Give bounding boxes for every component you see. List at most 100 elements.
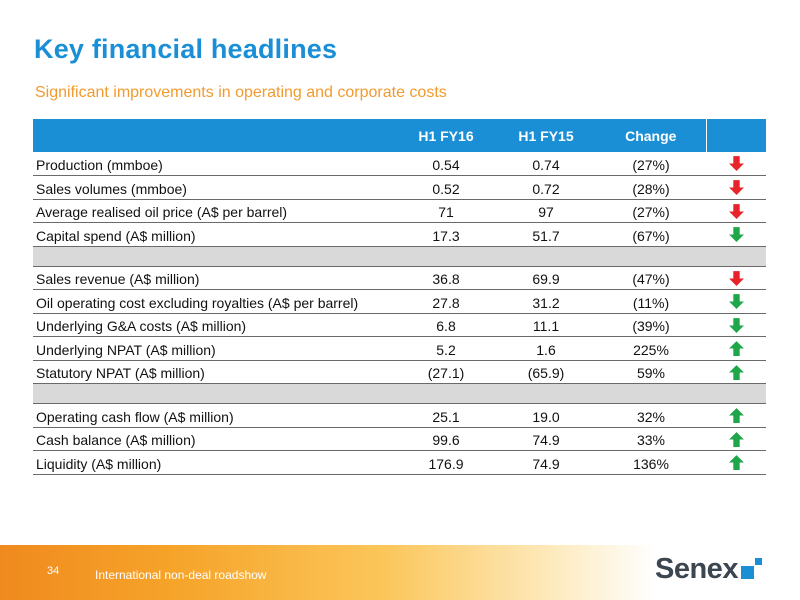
- table-row: Cash balance (A$ million) 99.6 74.9 33%: [33, 427, 766, 451]
- red-arrow-down-icon: [728, 203, 744, 219]
- page-number: 34: [47, 565, 60, 577]
- cell-h1fy15: 0.74: [496, 152, 596, 176]
- cell-h1fy16: 176.9: [396, 450, 496, 475]
- red-arrow-down-icon: [728, 270, 744, 286]
- cell-change: (28%): [596, 175, 706, 200]
- header-cell-h1fy15: H1 FY15: [518, 127, 574, 144]
- table-row: Statutory NPAT (A$ million) (27.1) (65.9) 5…: [33, 360, 766, 384]
- cell-change: 32%: [596, 403, 706, 428]
- header-cell-trend: [705, 119, 766, 152]
- cell-trend: [706, 152, 766, 176]
- cell-h1fy15: (65.9): [496, 360, 596, 384]
- green-arrow-down-icon: [728, 294, 744, 310]
- table-header-row: H1 FY16 H1 FY15 Change: [33, 119, 766, 152]
- cell-change: (11%): [596, 289, 706, 314]
- cell-h1fy16: 6.8: [396, 313, 496, 337]
- separator-row: [33, 383, 766, 404]
- table-row: Underlying G&A costs (A$ million) 6.8 11.1…: [33, 313, 766, 337]
- cell-h1fy15: 1.6: [496, 336, 596, 361]
- cell-change: 59%: [596, 360, 706, 384]
- green-arrow-down-icon: [728, 317, 744, 333]
- cell-change: (47%): [596, 266, 706, 290]
- cell-trend: [706, 360, 766, 384]
- green-arrow-up-icon: [728, 364, 744, 380]
- red-arrow-down-icon: [728, 156, 744, 172]
- logo-mark-icon: [741, 558, 762, 579]
- cell-h1fy16: 0.52: [396, 175, 496, 200]
- cell-trend: [706, 336, 766, 361]
- cell-trend: [706, 427, 766, 451]
- cell-h1fy16: (27.1): [396, 360, 496, 384]
- table-row: Operating cash flow (A$ million) 25.1 19.0…: [33, 403, 766, 428]
- row-label: Sales volumes (mmboe): [33, 175, 396, 200]
- cell-trend: [706, 199, 766, 223]
- green-arrow-up-icon: [728, 408, 744, 424]
- cell-h1fy16: 0.54: [396, 152, 496, 176]
- table-row: Capital spend (A$ million) 17.3 51.7 (67%): [33, 222, 766, 247]
- cell-trend: [706, 266, 766, 290]
- table-row: Production (mmboe) 0.54 0.74 (27%): [33, 152, 766, 176]
- cell-h1fy15: 74.9: [496, 450, 596, 475]
- footer-band: [0, 545, 800, 600]
- table-row: Liquidity (A$ million) 176.9 74.9 136%: [33, 450, 766, 475]
- financial-headlines-table: H1 FY16 H1 FY15 Change Production (mmboe…: [33, 119, 766, 475]
- header-cell-label: [33, 119, 396, 152]
- table-row: Average realised oil price (A$ per barre…: [33, 199, 766, 223]
- row-label: Statutory NPAT (A$ million): [33, 360, 396, 384]
- cell-trend: [706, 403, 766, 428]
- footer-text: International non-deal roadshow: [95, 568, 267, 582]
- separator-cell: [33, 383, 766, 404]
- cell-h1fy16: 36.8: [396, 266, 496, 290]
- row-label: Average realised oil price (A$ per barre…: [33, 199, 396, 223]
- row-label: Capital spend (A$ million): [33, 222, 396, 247]
- green-arrow-up-icon: [728, 455, 744, 471]
- table-body: Production (mmboe) 0.54 0.74 (27%) Sales vol…: [33, 152, 766, 475]
- row-label: Oil operating cost excluding royalties (…: [33, 289, 396, 314]
- cell-trend: [706, 313, 766, 337]
- cell-h1fy15: 31.2: [496, 289, 596, 314]
- cell-h1fy16: 5.2: [396, 336, 496, 361]
- row-label: Liquidity (A$ million): [33, 450, 396, 475]
- logo-text: Senex: [655, 553, 738, 585]
- row-label: Production (mmboe): [33, 152, 396, 176]
- cell-h1fy16: 17.3: [396, 222, 496, 247]
- table-row: Underlying NPAT (A$ million) 5.2 1.6 225%: [33, 336, 766, 361]
- cell-change: 136%: [596, 450, 706, 475]
- cell-h1fy15: 97: [496, 199, 596, 223]
- cell-h1fy16: 71: [396, 199, 496, 223]
- cell-h1fy16: 25.1: [396, 403, 496, 428]
- cell-h1fy16: 27.8: [396, 289, 496, 314]
- cell-trend: [706, 289, 766, 314]
- row-label: Cash balance (A$ million): [33, 427, 396, 451]
- row-label: Operating cash flow (A$ million): [33, 403, 396, 428]
- cell-h1fy16: 99.6: [396, 427, 496, 451]
- cell-h1fy15: 19.0: [496, 403, 596, 428]
- cell-h1fy15: 69.9: [496, 266, 596, 290]
- row-label: Underlying G&A costs (A$ million): [33, 313, 396, 337]
- header-cell-h1fy16: H1 FY16: [418, 127, 474, 144]
- row-label: Underlying NPAT (A$ million): [33, 336, 396, 361]
- green-arrow-up-icon: [728, 341, 744, 357]
- header-cell-change: Change: [625, 127, 677, 144]
- cell-h1fy15: 51.7: [496, 222, 596, 247]
- green-arrow-down-icon: [728, 227, 744, 243]
- row-label: Sales revenue (A$ million): [33, 266, 396, 290]
- cell-trend: [706, 222, 766, 247]
- separator-cell: [33, 246, 766, 267]
- slide-title: Key financial headlines: [34, 34, 338, 64]
- cell-change: (27%): [596, 152, 706, 176]
- table-row: Sales volumes (mmboe) 0.52 0.72 (28%): [33, 175, 766, 200]
- table-row: Oil operating cost excluding royalties (…: [33, 289, 766, 314]
- cell-h1fy15: 0.72: [496, 175, 596, 200]
- green-arrow-up-icon: [728, 431, 744, 447]
- cell-change: (27%): [596, 199, 706, 223]
- cell-trend: [706, 175, 766, 200]
- cell-change: (67%): [596, 222, 706, 247]
- cell-h1fy15: 11.1: [496, 313, 596, 337]
- cell-change: 225%: [596, 336, 706, 361]
- cell-h1fy15: 74.9: [496, 427, 596, 451]
- table-row: Sales revenue (A$ million) 36.8 69.9 (47%): [33, 266, 766, 290]
- cell-trend: [706, 450, 766, 475]
- cell-change: (39%): [596, 313, 706, 337]
- cell-change: 33%: [596, 427, 706, 451]
